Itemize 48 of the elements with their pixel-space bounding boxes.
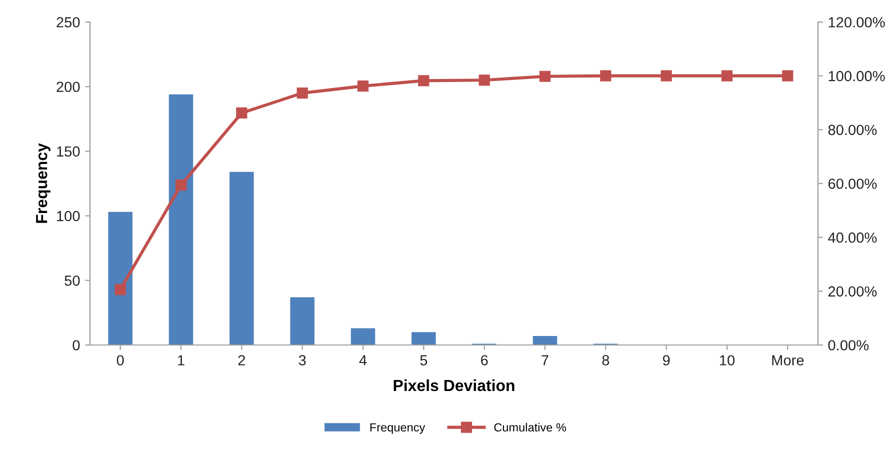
x-tick-label: 3 — [298, 355, 306, 366]
x-tick-label: 1 — [178, 355, 184, 366]
y-tick-label: 250 — [56, 17, 80, 28]
x-tick-label: 4 — [359, 355, 367, 366]
x-tick-label: 2 — [238, 355, 245, 366]
point — [175, 180, 187, 191]
y2-tick-label: 100.00% — [828, 70, 885, 82]
y-tick-label: 50 — [64, 276, 80, 286]
y-tick-label: 150 — [57, 146, 80, 157]
point — [114, 284, 126, 296]
bar — [108, 212, 132, 345]
y2-tick-label: 40.00% — [828, 232, 877, 243]
y2-tick-label: 80.00% — [828, 124, 877, 136]
point — [478, 74, 490, 86]
point — [539, 70, 551, 82]
x-tick-label: 8 — [602, 355, 610, 366]
bar — [168, 94, 194, 345]
point — [418, 75, 430, 86]
x-tick-label: 6 — [481, 355, 488, 366]
y-tick-label: 100 — [57, 210, 80, 222]
bar — [350, 328, 376, 345]
bar — [412, 332, 436, 345]
y-tick-label: 0 — [72, 340, 80, 350]
y-axis-title: Frequency — [36, 143, 50, 223]
x-tick-label: 7 — [542, 355, 548, 366]
y2-tick-label: 0.00% — [828, 340, 869, 350]
x-tick-label: 10 — [720, 355, 735, 366]
bar — [532, 336, 558, 345]
point — [660, 70, 672, 82]
x-axis-title: Pixels Deviation — [394, 379, 514, 392]
x-tick-label: 9 — [662, 355, 670, 366]
legend-label: Frequency — [370, 423, 426, 434]
y2-tick-label: 120.00% — [828, 17, 885, 28]
y-tick-label: 200 — [56, 82, 80, 92]
point — [236, 107, 248, 119]
point — [296, 88, 308, 99]
bar — [230, 172, 254, 345]
point — [782, 70, 794, 82]
x-tick-label: 0 — [116, 355, 124, 366]
x-tick-label: 5 — [420, 355, 428, 366]
y2-tick-label: 60.00% — [828, 178, 877, 189]
bar — [290, 297, 314, 345]
legend-label: Cumulative % — [494, 422, 566, 432]
point — [600, 70, 612, 82]
point — [357, 80, 369, 92]
y2-tick-label: 20.00% — [828, 286, 877, 297]
point — [721, 70, 733, 82]
x-tick-label: More — [772, 355, 804, 366]
